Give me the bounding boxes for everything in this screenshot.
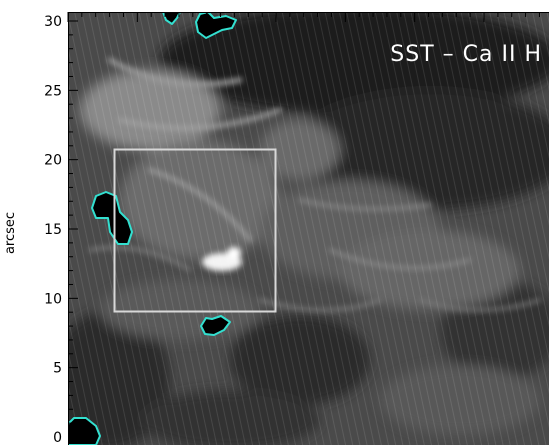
solar-image: [68, 12, 549, 445]
y-tick-label: 5: [53, 361, 62, 377]
y-tick-label: 10: [44, 291, 62, 307]
contour-top-left: [162, 12, 181, 25]
magnetic-contours: [68, 12, 237, 445]
contour-top-center: [195, 12, 237, 39]
y-tick-label: 25: [44, 83, 62, 99]
y-tick-label: 30: [44, 14, 62, 30]
y-tick-label: 20: [44, 153, 62, 169]
axes: 0 5 10 15 20 25 30 arcsec: [3, 12, 549, 445]
region-of-interest-box: [113, 148, 277, 313]
y-ticks: 0 5 10 15 20 25 30: [44, 14, 78, 445]
y-axis-label: arcsec: [3, 212, 18, 254]
top-ticks: [67, 12, 540, 22]
contour-bottom-left: [68, 417, 101, 445]
y-tick-label: 15: [44, 222, 62, 238]
contour-below-box: [200, 315, 231, 336]
contour-left-middle: [91, 191, 133, 245]
figure-title: SST – Ca II H: [390, 42, 542, 67]
y-tick-label: 0: [53, 430, 62, 445]
